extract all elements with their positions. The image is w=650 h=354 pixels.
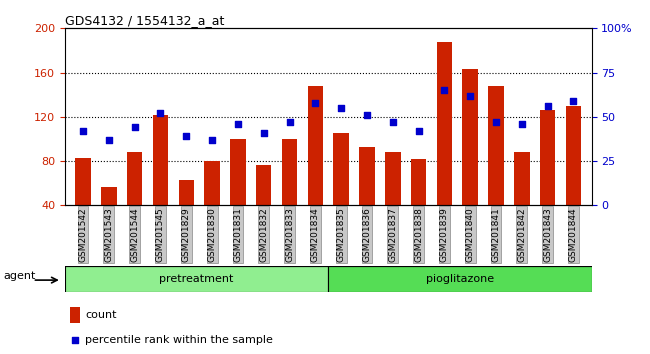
Text: GSM201544: GSM201544 (130, 207, 139, 262)
Point (336, 105, 346, 111)
Text: GSM201844: GSM201844 (569, 207, 578, 262)
Text: GSM201843: GSM201843 (543, 207, 552, 262)
Text: GSM201837: GSM201837 (388, 207, 397, 262)
Bar (462, 69, 478, 205)
Bar (153, 115, 168, 205)
Text: GSM201833: GSM201833 (285, 207, 294, 262)
Point (155, 110, 166, 116)
Text: GSM201835: GSM201835 (337, 207, 346, 262)
Text: GSM201829: GSM201829 (182, 207, 191, 262)
Bar (540, 110, 555, 205)
Bar (385, 152, 400, 205)
Point (568, 98, 578, 104)
Point (542, 103, 552, 109)
Point (517, 121, 527, 127)
Bar (328, 266, 592, 292)
Bar (566, 106, 581, 205)
Bar (179, 180, 194, 205)
Bar (307, 86, 323, 205)
Text: GSM201834: GSM201834 (311, 207, 320, 262)
Bar (437, 42, 452, 205)
Text: GSM201831: GSM201831 (233, 207, 242, 262)
Point (104, 137, 114, 143)
Point (70, 337, 80, 342)
Text: GSM201830: GSM201830 (207, 207, 216, 262)
Bar (65, 266, 328, 292)
Point (465, 93, 475, 98)
Bar (70, 307, 80, 323)
Point (413, 128, 424, 134)
Point (181, 133, 192, 139)
Text: percentile rank within the sample: percentile rank within the sample (85, 335, 273, 344)
Bar (488, 86, 504, 205)
Point (129, 125, 140, 130)
Text: GSM201836: GSM201836 (363, 207, 371, 262)
Text: GSM201838: GSM201838 (414, 207, 423, 262)
Text: pioglitazone: pioglitazone (426, 274, 494, 284)
Point (207, 137, 217, 143)
Text: GDS4132 / 1554132_a_at: GDS4132 / 1554132_a_at (65, 14, 224, 27)
Point (362, 112, 372, 118)
Bar (204, 161, 220, 205)
Bar (230, 139, 246, 205)
Point (491, 119, 501, 125)
Bar (333, 133, 349, 205)
Bar (101, 187, 116, 205)
Text: GSM201839: GSM201839 (440, 207, 449, 262)
Text: count: count (85, 310, 116, 320)
Text: GSM201841: GSM201841 (491, 207, 500, 262)
Bar (282, 139, 297, 205)
Text: GSM201543: GSM201543 (105, 207, 113, 262)
Point (284, 119, 294, 125)
Point (439, 87, 450, 93)
Bar (359, 147, 374, 205)
Point (233, 121, 243, 127)
Text: agent: agent (3, 271, 36, 281)
Text: GSM201842: GSM201842 (517, 207, 526, 262)
Text: GSM201542: GSM201542 (79, 207, 88, 262)
Point (310, 100, 320, 105)
Point (259, 130, 269, 136)
Bar (75, 158, 91, 205)
Point (387, 119, 398, 125)
Bar (411, 159, 426, 205)
Bar (127, 152, 142, 205)
Text: GSM201832: GSM201832 (259, 207, 268, 262)
Point (78, 128, 88, 134)
Bar (514, 152, 530, 205)
Text: GSM201545: GSM201545 (156, 207, 165, 262)
Bar (256, 166, 272, 205)
Text: pretreatment: pretreatment (159, 274, 234, 284)
Text: GSM201840: GSM201840 (465, 207, 474, 262)
